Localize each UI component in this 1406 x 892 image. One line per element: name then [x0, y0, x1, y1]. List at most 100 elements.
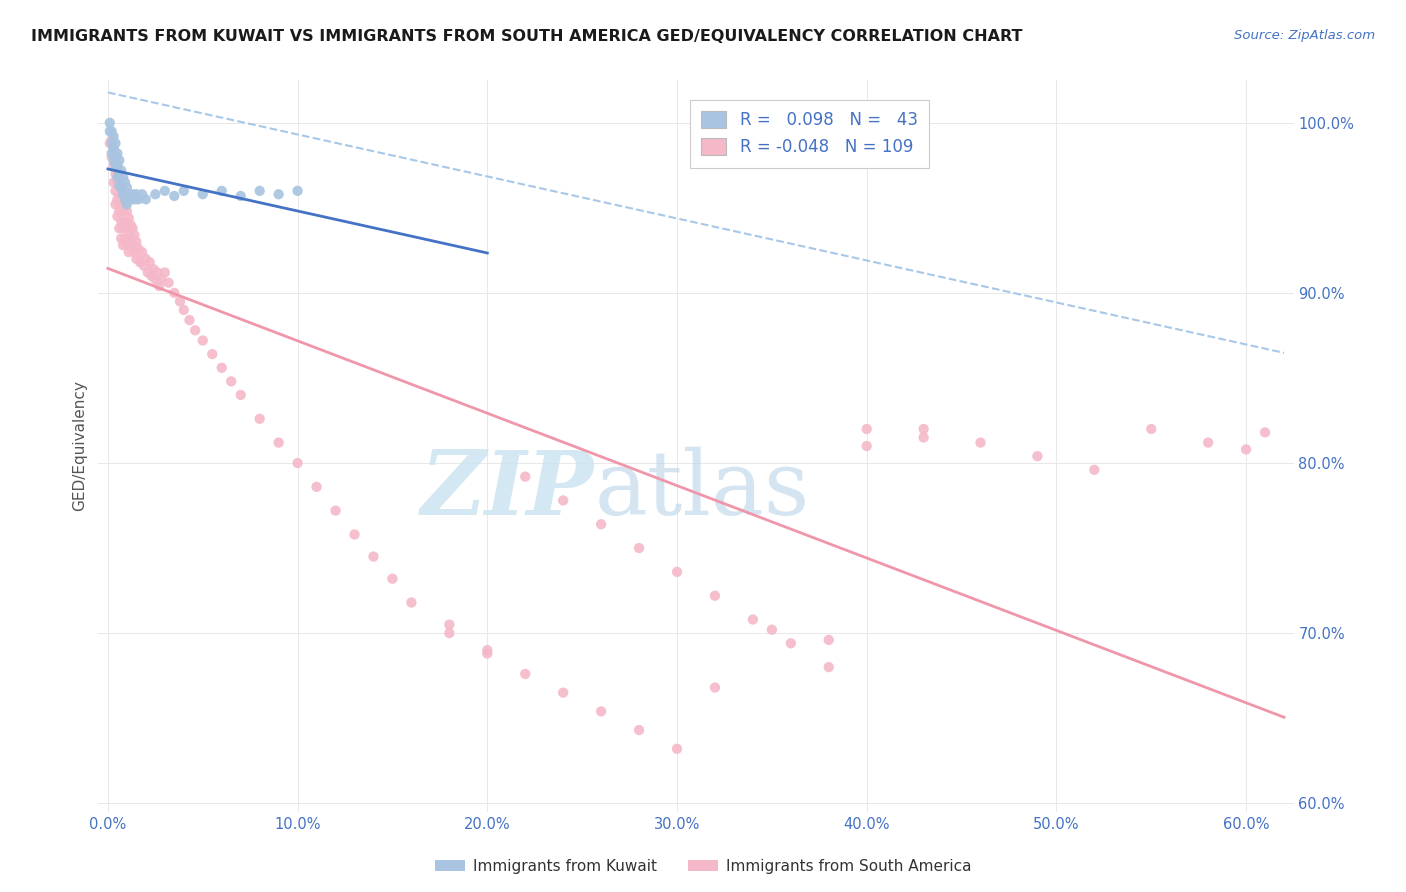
Point: [114, 231, 136, 245]
Point: [287, 456, 309, 470]
Point: [108, 221, 131, 235]
Point: [591, 517, 613, 532]
Point: [148, 279, 170, 293]
Y-axis label: GED/Equivalency: GED/Equivalency: [72, 381, 87, 511]
Point: [104, 158, 127, 172]
Point: [136, 265, 159, 279]
Legend: R =   0.098   N =   43, R = -0.048   N = 109: R = 0.098 N = 43, R = -0.048 N = 109: [690, 100, 929, 168]
Point: [104, 184, 127, 198]
Point: [103, 158, 125, 172]
Point: [229, 189, 252, 203]
Point: [112, 187, 135, 202]
Point: [703, 681, 725, 695]
Point: [112, 204, 135, 219]
Point: [1083, 463, 1105, 477]
Point: [229, 388, 252, 402]
Point: [100, 136, 122, 151]
Point: [142, 262, 165, 277]
Point: [132, 259, 155, 273]
Point: [114, 197, 136, 211]
Point: [108, 187, 131, 202]
Point: [127, 192, 149, 206]
Point: [157, 276, 180, 290]
Point: [98, 116, 121, 130]
Point: [120, 218, 142, 232]
Point: [103, 153, 125, 168]
Point: [110, 180, 132, 194]
Point: [912, 430, 935, 444]
Point: [120, 235, 142, 249]
Point: [184, 323, 207, 337]
Point: [401, 595, 423, 609]
Point: [118, 211, 141, 225]
Point: [515, 469, 537, 483]
Point: [553, 686, 575, 700]
Point: [305, 480, 328, 494]
Point: [105, 210, 128, 224]
Point: [163, 189, 186, 203]
Point: [114, 214, 136, 228]
Point: [98, 124, 121, 138]
Point: [628, 723, 651, 737]
Point: [129, 255, 152, 269]
Point: [741, 613, 763, 627]
Point: [855, 422, 877, 436]
Point: [105, 158, 128, 172]
Point: [201, 347, 224, 361]
Point: [211, 360, 233, 375]
Point: [1254, 425, 1277, 440]
Point: [131, 245, 153, 260]
Point: [104, 136, 127, 151]
Point: [125, 187, 148, 202]
Point: [115, 180, 138, 194]
Point: [114, 192, 136, 206]
Point: [104, 150, 127, 164]
Point: [191, 187, 214, 202]
Point: [135, 252, 157, 266]
Point: [121, 221, 143, 235]
Point: [381, 572, 404, 586]
Point: [138, 255, 160, 269]
Point: [104, 197, 127, 211]
Point: [591, 704, 613, 718]
Point: [439, 617, 461, 632]
Point: [127, 242, 149, 256]
Point: [628, 541, 651, 555]
Point: [141, 268, 163, 283]
Point: [817, 660, 839, 674]
Point: [343, 527, 366, 541]
Point: [249, 184, 271, 198]
Point: [103, 175, 125, 189]
Point: [173, 184, 195, 198]
Text: IMMIGRANTS FROM KUWAIT VS IMMIGRANTS FROM SOUTH AMERICA GED/EQUIVALENCY CORRELAT: IMMIGRANTS FROM KUWAIT VS IMMIGRANTS FRO…: [31, 29, 1022, 44]
Point: [173, 302, 195, 317]
Point: [515, 667, 537, 681]
Point: [191, 334, 214, 348]
Point: [477, 643, 499, 657]
Point: [912, 422, 935, 436]
Point: [553, 493, 575, 508]
Point: [125, 252, 148, 266]
Point: [439, 626, 461, 640]
Point: [325, 503, 347, 517]
Point: [179, 313, 201, 327]
Point: [103, 141, 125, 155]
Point: [249, 411, 271, 425]
Point: [115, 238, 138, 252]
Point: [779, 636, 801, 650]
Point: [121, 238, 143, 252]
Point: [112, 238, 135, 252]
Point: [103, 141, 125, 155]
Point: [98, 136, 121, 151]
Point: [135, 192, 157, 206]
Point: [110, 197, 132, 211]
Point: [124, 245, 146, 260]
Point: [1140, 422, 1163, 436]
Point: [108, 178, 131, 193]
Text: atlas: atlas: [595, 446, 810, 533]
Point: [105, 192, 128, 206]
Point: [1026, 449, 1049, 463]
Point: [112, 170, 135, 185]
Point: [1234, 442, 1257, 457]
Point: [817, 632, 839, 647]
